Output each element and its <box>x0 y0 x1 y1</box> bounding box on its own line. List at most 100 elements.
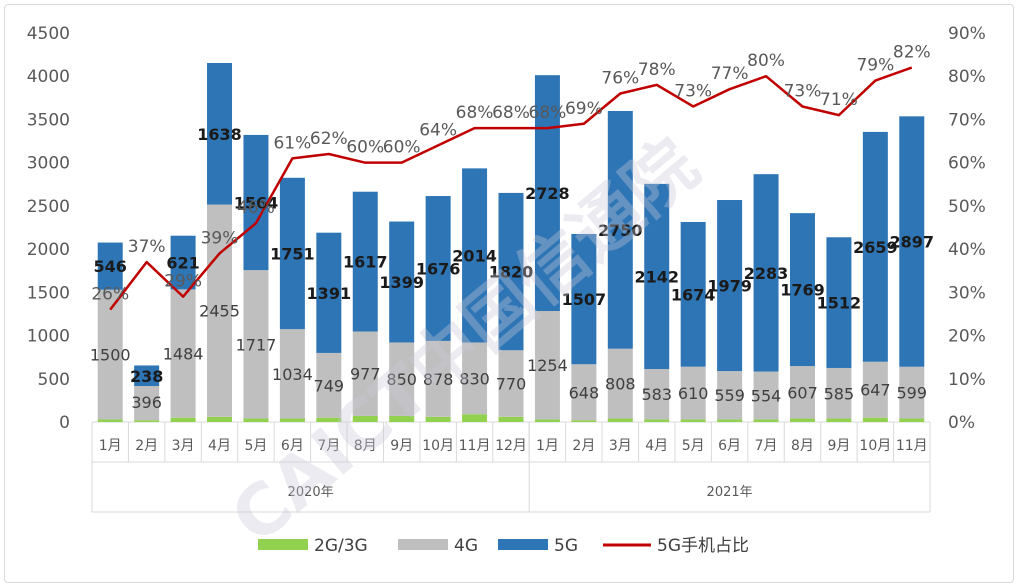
x-tick-label: 4月 <box>645 438 668 454</box>
x-tick-label: 3月 <box>609 438 632 454</box>
bar-5g <box>316 232 342 353</box>
bar-4g <box>279 329 305 419</box>
data-label-4g: 749 <box>314 376 345 395</box>
data-label-share: 60% <box>346 138 384 158</box>
data-label-share: 64% <box>419 120 457 140</box>
bar-2g-3g <box>826 418 852 422</box>
data-label-5g: 238 <box>130 367 163 386</box>
y-right-tick-label: 80% <box>948 67 986 87</box>
bar-5g <box>462 168 488 343</box>
bar-2g-3g <box>243 418 269 422</box>
data-label-share: 82% <box>893 43 931 63</box>
legend-swatch <box>258 539 308 550</box>
y-right-tick-label: 20% <box>948 327 986 347</box>
data-label-5g: 1979 <box>707 277 752 296</box>
bar-5g <box>826 237 852 368</box>
legend-label: 2G/3G <box>314 536 368 556</box>
data-label-5g: 2014 <box>452 246 497 265</box>
data-label-5g: 2659 <box>853 238 898 257</box>
bar-4g <box>498 350 524 417</box>
x-tick-label: 1月 <box>536 438 559 454</box>
bar-4g <box>534 311 560 420</box>
bar-2g-3g <box>279 418 305 422</box>
data-label-5g: 1820 <box>489 263 534 282</box>
data-label-share: 78% <box>638 60 676 80</box>
bar-2g-3g <box>207 416 233 422</box>
data-label-share: 68% <box>492 103 530 123</box>
bar-4g <box>607 348 633 419</box>
bar-4g <box>462 342 488 415</box>
bar-2g-3g <box>97 419 123 422</box>
x-tick-label: 8月 <box>791 438 814 454</box>
data-label-4g: 878 <box>423 370 454 389</box>
data-label-5g: 1769 <box>780 281 825 300</box>
data-label-share: 29% <box>164 272 202 292</box>
bar-2g-3g <box>316 417 342 422</box>
bar-4g <box>680 366 706 420</box>
data-label-5g: 1638 <box>197 125 242 144</box>
x-tick-label: 5月 <box>682 438 705 454</box>
y-left-tick-label: 0 <box>59 413 70 433</box>
bar-5g <box>170 235 196 290</box>
x-tick-label: 6月 <box>718 438 741 454</box>
data-label-share: 39% <box>201 228 239 248</box>
bar-5g <box>789 213 815 367</box>
data-label-5g: 621 <box>166 254 199 273</box>
bar-2g-3g <box>644 419 670 422</box>
bar-5g <box>425 196 451 341</box>
data-label-4g: 583 <box>641 385 672 404</box>
y-right-tick-label: 70% <box>948 110 986 130</box>
data-label-4g: 648 <box>569 383 600 402</box>
bar-4g <box>717 371 743 420</box>
data-label-5g: 2897 <box>890 233 935 252</box>
data-label-4g: 1484 <box>163 345 204 364</box>
data-label-share: 68% <box>456 103 494 123</box>
data-label-share: 69% <box>565 99 603 119</box>
y-left-tick-label: 4500 <box>27 24 70 44</box>
y-left-tick-label: 1500 <box>27 283 70 303</box>
data-label-5g: 1751 <box>270 244 315 263</box>
y-right-tick-label: 90% <box>948 24 986 44</box>
data-label-5g: 2142 <box>634 267 679 286</box>
data-label-4g: 585 <box>824 384 855 403</box>
bar-2g-3g <box>170 417 196 422</box>
bar-4g <box>644 369 670 420</box>
data-label-4g: 1500 <box>90 346 131 365</box>
data-label-5g: 1564 <box>234 194 279 213</box>
data-label-share: 26% <box>91 285 129 305</box>
y-right-tick-label: 60% <box>948 154 986 174</box>
data-label-4g: 977 <box>350 365 381 384</box>
data-label-share: 77% <box>711 64 749 84</box>
bar-4g <box>134 386 160 421</box>
data-label-4g: 1034 <box>272 365 313 384</box>
x-tick-label: 2月 <box>135 438 158 454</box>
bar-2g-3g <box>899 418 925 422</box>
data-label-5g: 1391 <box>307 284 352 303</box>
bar-4g <box>899 366 925 419</box>
y-right-tick-label: 10% <box>948 370 986 390</box>
x-tick-label: 1月 <box>99 438 122 454</box>
x-tick-label: 3月 <box>172 438 195 454</box>
bar-4g <box>170 289 196 418</box>
data-label-5g: 1676 <box>416 259 461 278</box>
bar-2g-3g <box>498 416 524 422</box>
data-label-4g: 554 <box>751 386 782 405</box>
data-label-4g: 599 <box>897 384 928 403</box>
bar-5g <box>717 200 743 372</box>
bar-5g <box>753 174 779 372</box>
data-label-5g: 1617 <box>343 253 388 272</box>
bar-2g-3g <box>789 418 815 422</box>
legend-label: 5G手机占比 <box>657 536 749 556</box>
data-label-4g: 647 <box>860 381 891 400</box>
data-label-4g: 850 <box>386 370 417 389</box>
data-label-5g: 2750 <box>598 221 643 240</box>
y-left-tick-label: 2500 <box>27 197 70 217</box>
bar-4g <box>316 352 342 418</box>
y-left-tick-label: 500 <box>38 370 70 390</box>
bar-5g <box>862 131 888 362</box>
bar-2g-3g <box>462 414 488 422</box>
y-left-tick-label: 4000 <box>27 67 70 87</box>
data-label-share: 76% <box>601 69 639 89</box>
bar-4g <box>571 364 597 421</box>
